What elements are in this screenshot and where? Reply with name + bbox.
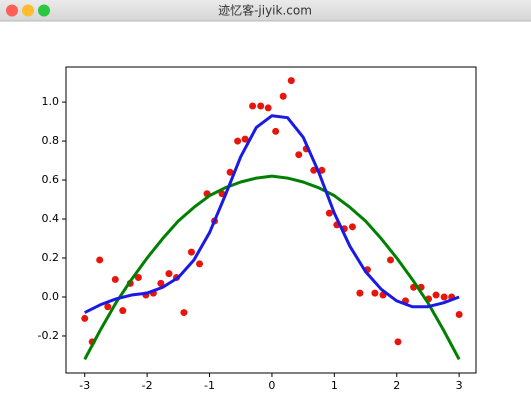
x-tick-label: 1 [331,379,338,392]
line [84,114,460,314]
x-tick-label: 0 [268,379,275,392]
scatter-point [234,137,242,145]
x-tick-label: -2 [142,379,153,392]
scatter-point [455,311,463,319]
y-tick-label: 0.0 [42,290,60,303]
scatter-point [287,77,295,85]
scatter-point [257,102,265,110]
y-tick-label: 0.4 [42,212,60,225]
scatter-point [157,279,165,287]
x-tick-label: 3 [456,379,463,392]
scatter-point [249,102,257,110]
x-tick-label: -3 [79,379,90,392]
scatter-point [325,209,333,217]
scatter-point [387,256,395,264]
x-tick-label: -1 [204,379,215,392]
scatter-point [81,314,89,322]
window-title: 迹忆客-jiyik.com [218,3,312,18]
scatter-point [111,275,119,283]
scatter-point [279,92,287,100]
scatter-point [264,104,272,112]
scatter-point [295,151,303,159]
scatter-point [187,248,195,256]
axes-frame [65,66,477,374]
y-tick-label: -0.2 [38,329,59,342]
line [83,174,461,361]
scatter-point [165,270,173,278]
y-tick-label: 1.0 [42,95,60,108]
y-tick-label: 0.6 [42,173,60,186]
x-tick-label: 2 [393,379,400,392]
zoom-button[interactable] [38,4,50,17]
scatter-point [356,289,364,297]
scatter-point [119,307,127,315]
scatter-point [348,223,356,231]
scatter-point [241,135,249,143]
title-bar [0,0,531,21]
scatter-point [96,256,104,264]
scatter-point [180,309,188,317]
scatter-point [272,127,280,135]
close-button[interactable] [6,4,18,17]
plot: -3 -2 -1 0 1 2 3 -0.2 0.0 0.2 0.4 0.6 0.8 1.0 [38,77,463,392]
scatter-point [104,303,112,311]
scatter-point [440,293,448,301]
scatter-point [134,273,142,281]
y-tick-label: 0.2 [42,251,60,264]
minimize-button[interactable] [22,4,34,17]
scatter-point [371,289,379,297]
scatter-point [432,291,440,299]
scatter-point [394,338,402,346]
scatter-point [226,168,234,176]
y-tick-label: 0.8 [42,134,60,147]
scatter-point [196,260,204,268]
